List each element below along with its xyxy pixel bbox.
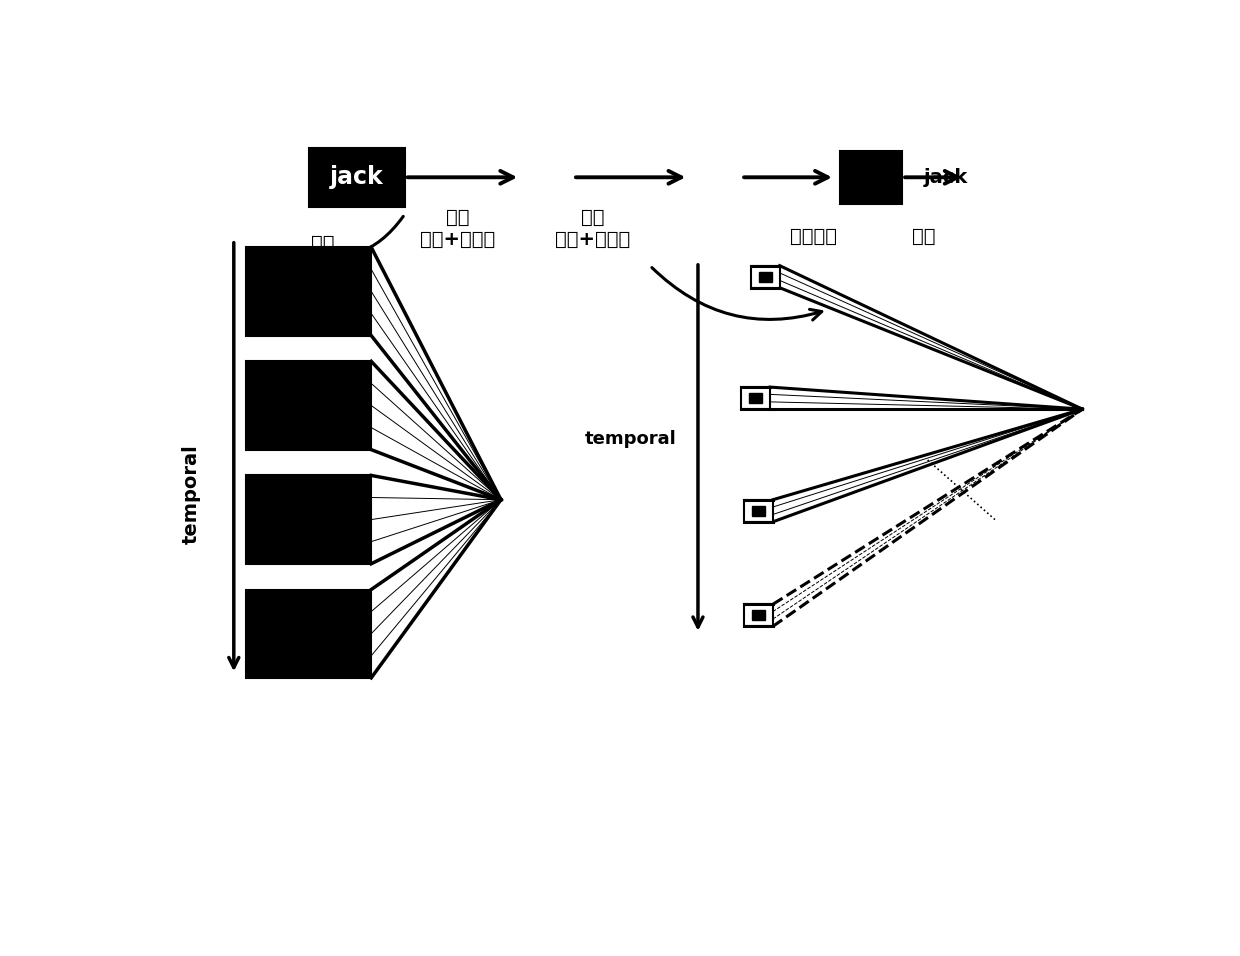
- Bar: [744, 500, 773, 522]
- Bar: [839, 151, 903, 204]
- Text: jack: jack: [330, 165, 383, 189]
- Text: temporal: temporal: [585, 429, 677, 447]
- Bar: [247, 248, 371, 336]
- Bar: [749, 393, 763, 403]
- Text: temporal: temporal: [182, 444, 201, 544]
- Text: 第二
卷积+池化层: 第二 卷积+池化层: [554, 208, 630, 250]
- Bar: [247, 475, 371, 564]
- Text: 全连接层: 全连接层: [790, 227, 837, 246]
- Bar: [751, 266, 780, 288]
- Bar: [309, 148, 404, 206]
- Text: 第一
卷积+池化层: 第一 卷积+池化层: [420, 208, 495, 250]
- Bar: [751, 610, 765, 620]
- Text: jack: jack: [924, 168, 968, 186]
- Bar: [751, 506, 765, 515]
- Bar: [247, 590, 371, 678]
- Text: 输入: 输入: [311, 234, 335, 253]
- Text: 输出: 输出: [913, 227, 935, 246]
- Bar: [744, 604, 773, 626]
- Bar: [759, 272, 771, 282]
- Bar: [247, 361, 371, 449]
- Bar: [742, 387, 770, 409]
